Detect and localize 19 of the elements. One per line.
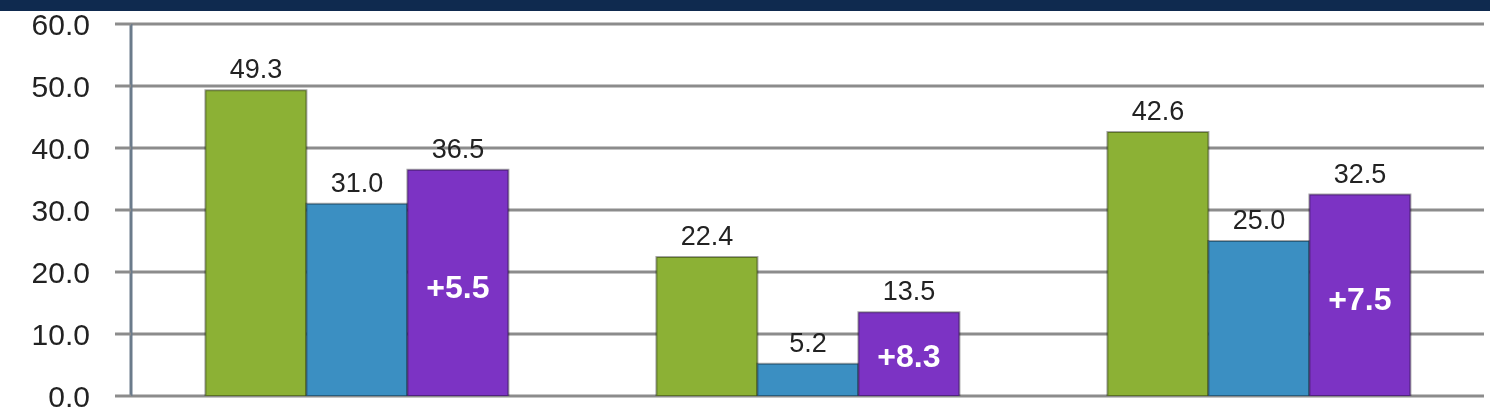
y-tick-label: 60.0 <box>31 7 90 41</box>
y-tick-label: 20.0 <box>31 255 90 289</box>
data-label: 32.5 <box>1333 158 1387 189</box>
y-tick-label: 10.0 <box>31 317 90 351</box>
data-label: 25.0 <box>1232 205 1286 235</box>
data-label: 36.5 <box>431 133 485 164</box>
y-tick-label: 50.0 <box>31 69 90 103</box>
annotation: +8.3 <box>877 337 941 374</box>
y-tick-label: 0.0 <box>48 379 90 412</box>
annotation: +7.5 <box>1328 281 1392 318</box>
data-label: 5.2 <box>789 327 827 358</box>
y-tick-label: 30.0 <box>31 193 90 227</box>
data-label: 49.3 <box>229 54 283 85</box>
data-label: 13.5 <box>882 276 936 307</box>
y-tick-label: 40.0 <box>31 131 90 165</box>
data-label: 31.0 <box>330 167 384 198</box>
data-label: 42.6 <box>1131 95 1185 126</box>
data-label: 22.4 <box>680 221 734 252</box>
annotation: +5.5 <box>426 269 490 306</box>
